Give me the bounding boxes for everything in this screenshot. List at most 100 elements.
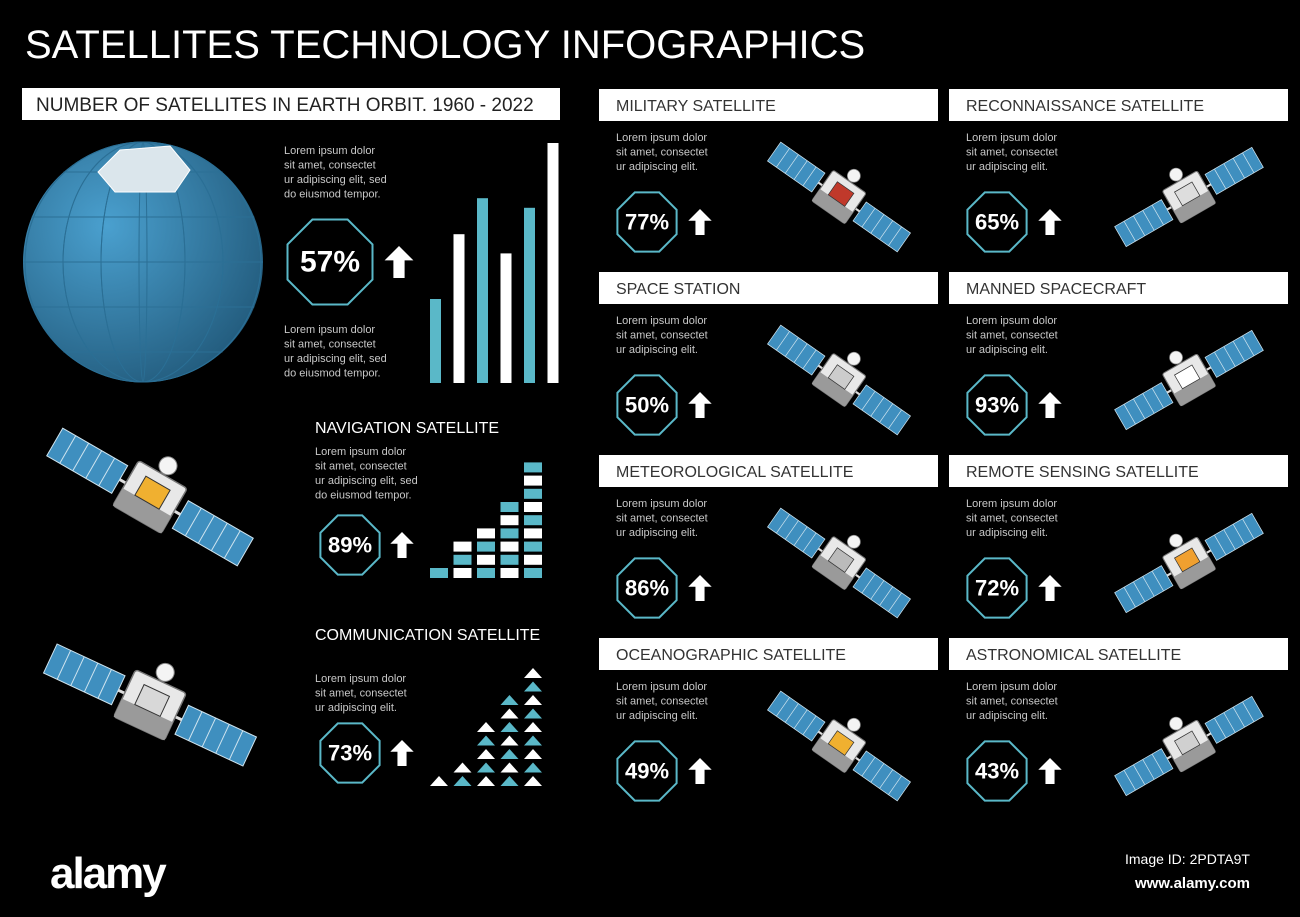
percent-badge [966,191,1028,253]
panel-cell [776,331,790,351]
card-title: OCEANOGRAPHIC SATELLITE [616,647,846,664]
up-arrow [688,758,712,784]
panel-cell [97,669,112,699]
block [500,515,519,526]
solar-panel [767,507,826,559]
section-header [22,88,560,120]
triangle [477,722,495,732]
solar-panel [852,750,911,802]
satellite-illustration [1114,512,1264,614]
percent-value: 93% [975,393,1019,418]
body-text: sit amet, consectet [315,461,407,473]
solar-panel [767,690,826,742]
block [477,528,495,539]
block-column [500,502,519,578]
panel-cell [1232,341,1245,362]
panel-frame [767,141,826,193]
antenna [158,456,178,476]
percent-value: 89% [328,533,372,558]
block [500,528,519,539]
panel-cell [1242,335,1255,356]
body-text: do eiusmod tempor. [284,368,381,380]
triangle [524,776,542,786]
percent-badge [616,191,678,253]
panel-frame [171,499,254,567]
triangle [500,735,519,746]
percent-badge [616,557,678,619]
panel-cell [1123,221,1136,242]
card-title: RECONNAISSANCE SATELLITE [966,98,1204,115]
bar [453,234,465,383]
panel-cell [1142,759,1155,780]
panel-cell [1214,351,1227,373]
satellite-shade [1173,556,1216,590]
percent-badge [966,740,1028,802]
ice-cap [97,145,191,193]
body-text: Lorem ipsum dolor [284,324,375,336]
panel-cell [197,515,215,544]
body-text: sit amet, consectet [284,160,376,172]
solar-panel [1204,329,1264,378]
panel-frame [852,384,911,436]
solar-panel [171,499,254,567]
bar [430,299,441,383]
section-title: NUMBER OF SATELLITES IN EARTH ORBIT. 196… [36,95,534,116]
satellite-accent [827,364,855,390]
solar-panel [1204,512,1264,561]
triangle [477,762,495,773]
triangle-column [477,722,495,786]
block [430,568,448,578]
up-arrow [688,392,712,418]
block [453,541,472,552]
panel-cell [59,435,77,464]
card-title: SPACE STATION [616,281,740,298]
antenna [847,717,861,732]
body-text: ur adipiscing elit, sed [315,475,418,487]
body-text: sit amet, consectet [966,513,1058,525]
triangle [500,708,519,719]
up-arrow [1038,758,1062,784]
satellite-shade [811,371,854,407]
solar-panel [1204,146,1264,195]
bar [524,207,535,383]
satellite-illustration [1114,329,1264,431]
panel-cell [228,730,244,760]
triangle [524,668,542,678]
panel-cell [1242,518,1255,539]
panel-cell [888,775,902,795]
panel-cell [72,442,90,472]
percent-value: 72% [975,576,1019,601]
panel-frame [767,690,826,742]
panel-cell [1232,158,1245,179]
panel-frame [1204,329,1264,378]
body-text: Lorem ipsum dolor [284,145,375,157]
card-header [949,272,1288,304]
panel-cell [1133,215,1146,236]
panel-frame [1204,512,1264,561]
satellite-illustration [1114,146,1264,248]
antenna [1169,350,1183,365]
logo: alamy [50,849,167,898]
panel-cell [784,703,799,723]
block [524,502,542,512]
block [500,568,519,578]
body-text: sit amet, consectet [284,339,376,351]
triangle [430,776,448,786]
block-column [477,528,495,578]
panel-cell [879,769,894,789]
triangle [524,681,542,692]
solar-panel [1114,199,1174,248]
satellite-accent [827,181,855,207]
antenna [1169,533,1183,548]
satellite-shade [1173,373,1216,407]
panel-cell [201,717,217,748]
panel-frame [1114,199,1174,248]
bar [547,143,559,383]
panel-cell [1232,707,1245,728]
panel-frame [1114,748,1174,797]
solar-panel [767,141,826,193]
block [524,541,542,552]
body-text: ur adipiscing elit, sed [284,353,387,365]
satellite-accent [827,730,855,756]
antenna [847,534,861,549]
